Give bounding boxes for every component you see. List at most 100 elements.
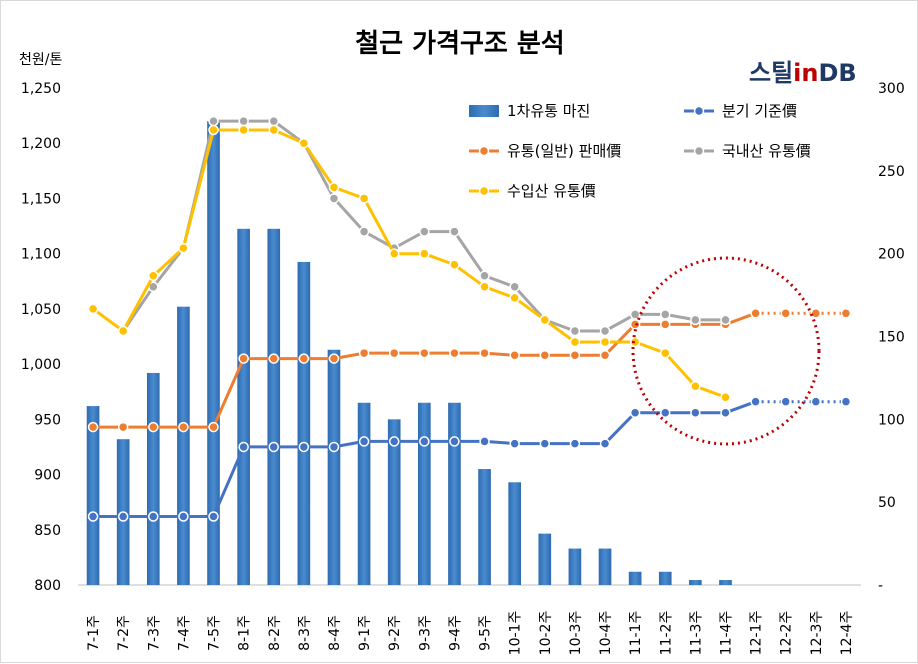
x-tick-label: 8-1주 <box>237 615 253 651</box>
bar-margin <box>418 402 431 585</box>
line-point <box>328 353 340 364</box>
line-point <box>268 115 279 127</box>
line-point <box>569 438 581 449</box>
line-point <box>388 248 400 259</box>
line-point <box>238 353 249 364</box>
x-tick-label: 8-3주 <box>297 615 313 651</box>
x-tick-label: 10-1주 <box>508 611 524 656</box>
line-point <box>479 270 490 282</box>
x-tick-label: 7-5주 <box>207 615 223 651</box>
line-point <box>690 314 701 326</box>
x-tick-label: 7-2주 <box>116 615 132 651</box>
line-point <box>569 325 581 337</box>
bar-margin <box>478 469 491 585</box>
line-point <box>840 308 852 319</box>
line-point <box>449 259 460 270</box>
line-point <box>629 336 641 348</box>
line-point <box>268 441 279 453</box>
bar-margin <box>207 121 220 585</box>
x-tick-label: 7-3주 <box>146 615 162 651</box>
line-point <box>539 350 551 361</box>
line-point <box>117 421 129 433</box>
legend-label: 국내산 유통價 <box>722 142 811 160</box>
y-right-tick-label: 150 <box>878 330 905 346</box>
line-point <box>419 436 430 447</box>
logo-part-3: DB <box>818 59 857 87</box>
line-point <box>539 438 551 449</box>
legend-swatch-marker <box>478 185 490 197</box>
y-left-tick-label: 1,200 <box>21 136 61 152</box>
line-point <box>569 336 581 348</box>
y-axis-unit: 천원/톤 <box>19 52 63 68</box>
line-point <box>268 353 279 364</box>
legend-swatch-marker <box>693 145 705 157</box>
line-point <box>690 407 701 418</box>
bar-margin <box>658 571 672 585</box>
line-point <box>780 396 791 407</box>
line-point <box>509 281 520 293</box>
line-point <box>599 438 611 449</box>
legend-swatch-marker <box>478 145 490 157</box>
x-tick-label: 8-2주 <box>267 615 283 651</box>
bar-margin <box>568 548 582 585</box>
bar-margin <box>387 419 401 585</box>
y-left-tick-label: 900 <box>34 468 61 484</box>
y-left-tick-label: 800 <box>34 578 61 594</box>
x-tick-label: 7-4주 <box>176 615 192 651</box>
line-point <box>117 325 129 337</box>
line-point <box>298 137 310 149</box>
x-tick-label: 12-4주 <box>839 611 855 656</box>
legend-swatch-marker <box>693 105 705 117</box>
x-tick-label: 11-3주 <box>688 611 704 656</box>
line-point <box>810 396 822 407</box>
line-point <box>660 407 671 418</box>
bar-margin <box>297 261 311 585</box>
legend-swatch-bar <box>469 105 499 117</box>
bar-margin <box>689 580 702 585</box>
bar-margin <box>448 402 461 585</box>
line-point <box>148 270 159 282</box>
steelindb-logo: 스틸inDB <box>749 53 857 88</box>
line-point <box>449 436 460 447</box>
x-tick-label: 9-3주 <box>417 615 433 651</box>
line-point <box>87 511 99 522</box>
line-point <box>449 347 460 359</box>
line-point <box>720 391 731 403</box>
line-point <box>509 292 520 304</box>
line-point <box>720 407 731 418</box>
x-tick-label: 9-1주 <box>357 615 373 651</box>
line-point <box>599 336 611 348</box>
x-tick-label: 10-4주 <box>598 611 614 656</box>
bar-margin <box>719 580 732 585</box>
legend-label: 1차유통 마진 <box>507 102 590 120</box>
line-point <box>479 281 490 293</box>
legend-label: 분기 기준價 <box>722 102 797 120</box>
line-point <box>238 124 249 136</box>
x-tick-label: 8-4주 <box>327 615 343 651</box>
line-point <box>87 421 99 433</box>
line-point <box>539 314 551 326</box>
bar-margin <box>267 228 281 586</box>
line-point <box>509 350 520 361</box>
line-point <box>87 303 99 315</box>
x-tick-label: 7-1주 <box>86 615 102 651</box>
line-point <box>750 308 761 319</box>
y-left-tick-label: 950 <box>34 412 61 428</box>
line-point <box>660 347 671 359</box>
bar-margin <box>508 482 521 585</box>
line-point <box>479 347 490 359</box>
line-point <box>208 511 219 522</box>
line-series-3 <box>92 128 727 399</box>
chart-title: 철근 가격구조 분석 <box>355 29 565 59</box>
line-point <box>268 124 279 136</box>
line-point <box>208 421 219 433</box>
line-point <box>599 350 611 361</box>
x-tick-label: 9-2주 <box>387 615 403 651</box>
y-right-tick-label: 300 <box>878 81 905 97</box>
bar-margin <box>327 349 341 585</box>
line-point <box>298 353 310 364</box>
line-point <box>358 347 370 359</box>
y-right-tick-label: 250 <box>878 164 905 180</box>
legend-label: 수입산 유통價 <box>507 182 596 200</box>
